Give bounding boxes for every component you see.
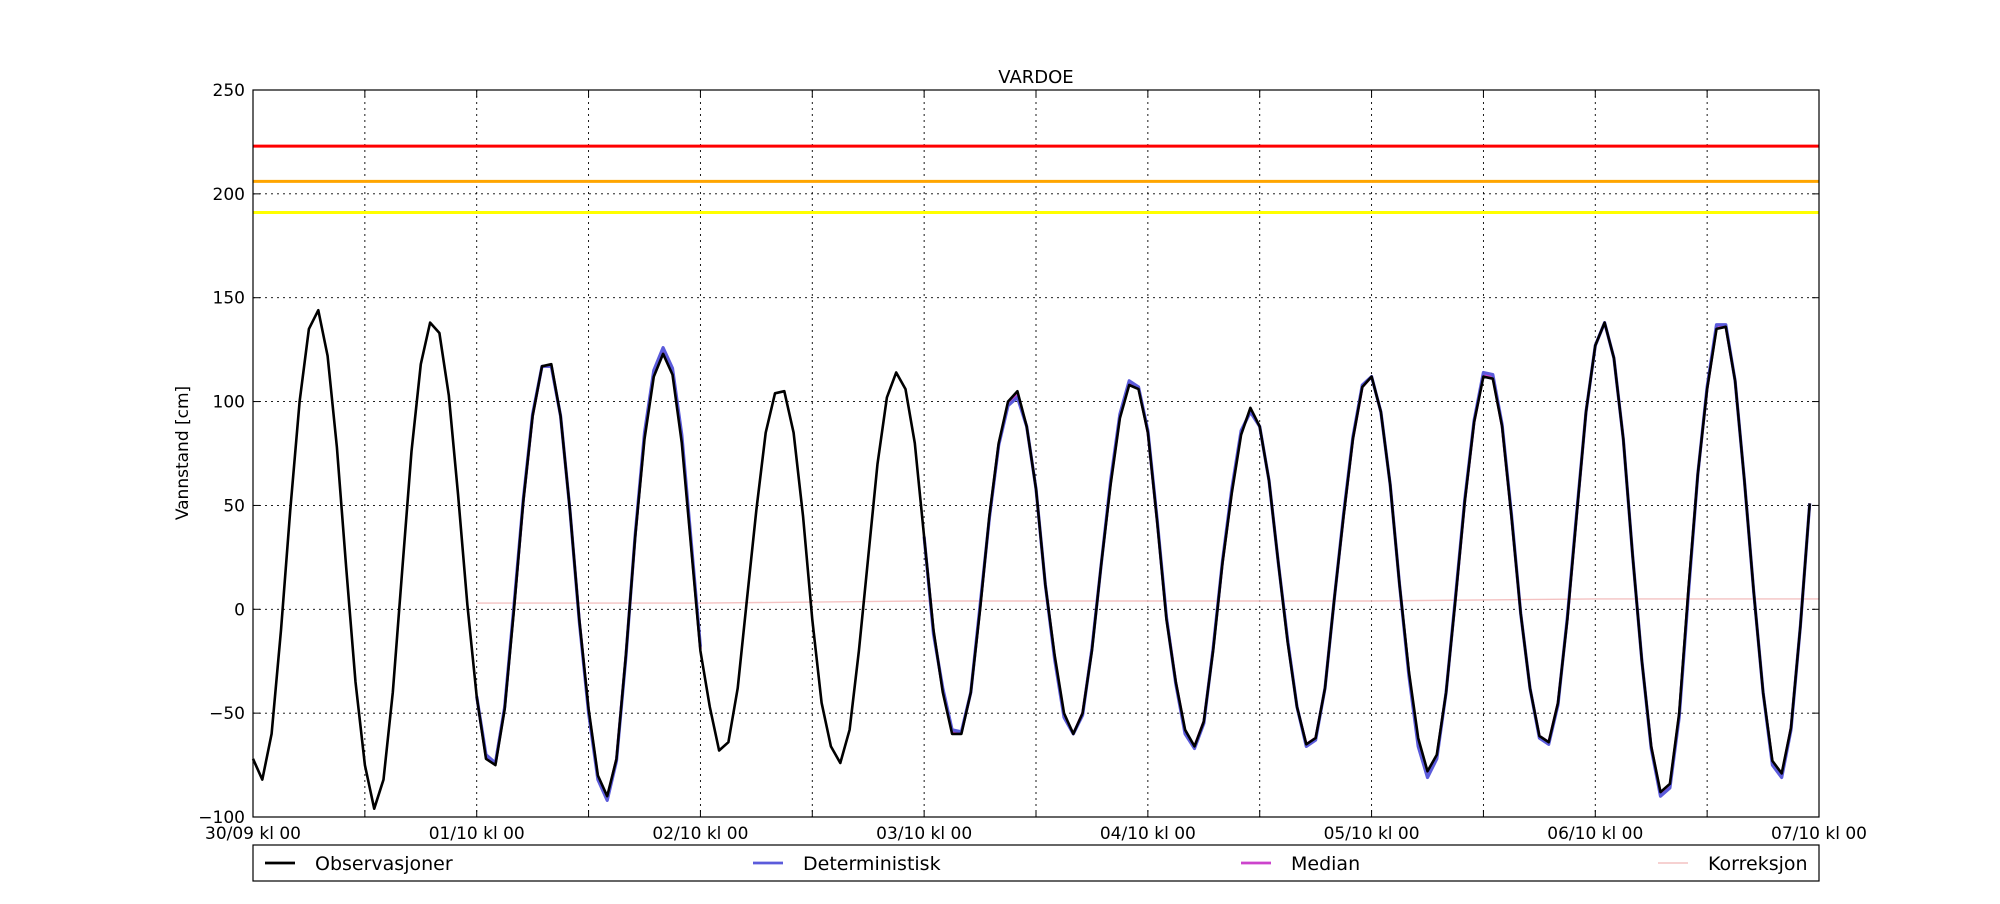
threshold-lines bbox=[253, 144, 1819, 215]
x-tick-label: 04/10 kl 00 bbox=[1100, 824, 1196, 844]
y-tick-label: 200 bbox=[213, 185, 245, 205]
grid-lines bbox=[253, 90, 1819, 817]
legend-label-observasjoner: Observasjoner bbox=[315, 853, 453, 875]
x-tick-label: 02/10 kl 00 bbox=[652, 824, 748, 844]
y-tick-label: −50 bbox=[209, 704, 245, 724]
legend-label-korreksjon: Korreksjon bbox=[1708, 853, 1808, 875]
y-tick-label: −100 bbox=[198, 808, 245, 828]
series-line-korreksjon bbox=[476, 598, 1819, 604]
chart-title: VARDOE bbox=[998, 67, 1073, 88]
series-line-observasjoner bbox=[251, 308, 1811, 810]
axis-ticks: −100 −50 0 50 100 150 200 250 30/09 kl 00 01/10 k… bbox=[198, 81, 1867, 844]
y-tick-label: 150 bbox=[213, 289, 245, 309]
x-tick-label: 03/10 kl 00 bbox=[876, 824, 972, 844]
x-tick-label: 06/10 kl 00 bbox=[1547, 824, 1643, 844]
y-tick-label: 250 bbox=[213, 81, 245, 101]
legend: Observasjoner Deterministisk Median Korreks… bbox=[252, 844, 1820, 882]
y-tick-label: 0 bbox=[234, 600, 245, 620]
series-lines bbox=[251, 308, 1819, 810]
legend-label-deterministisk: Deterministisk bbox=[803, 853, 941, 875]
x-tick-label: 01/10 kl 00 bbox=[429, 824, 525, 844]
series-line-deterministisk bbox=[475, 321, 1812, 802]
y-tick-label: 50 bbox=[223, 496, 245, 516]
x-tick-label: 05/10 kl 00 bbox=[1324, 824, 1420, 844]
y-tick-label: 100 bbox=[213, 393, 245, 413]
legend-label-median: Median bbox=[1291, 853, 1360, 875]
legend-box bbox=[252, 844, 1820, 882]
x-tick-label: 30/09 kl 00 bbox=[205, 824, 301, 844]
x-tick-label: 07/10 kl 00 bbox=[1771, 824, 1867, 844]
y-axis-label: Vannstand [cm] bbox=[173, 386, 193, 520]
